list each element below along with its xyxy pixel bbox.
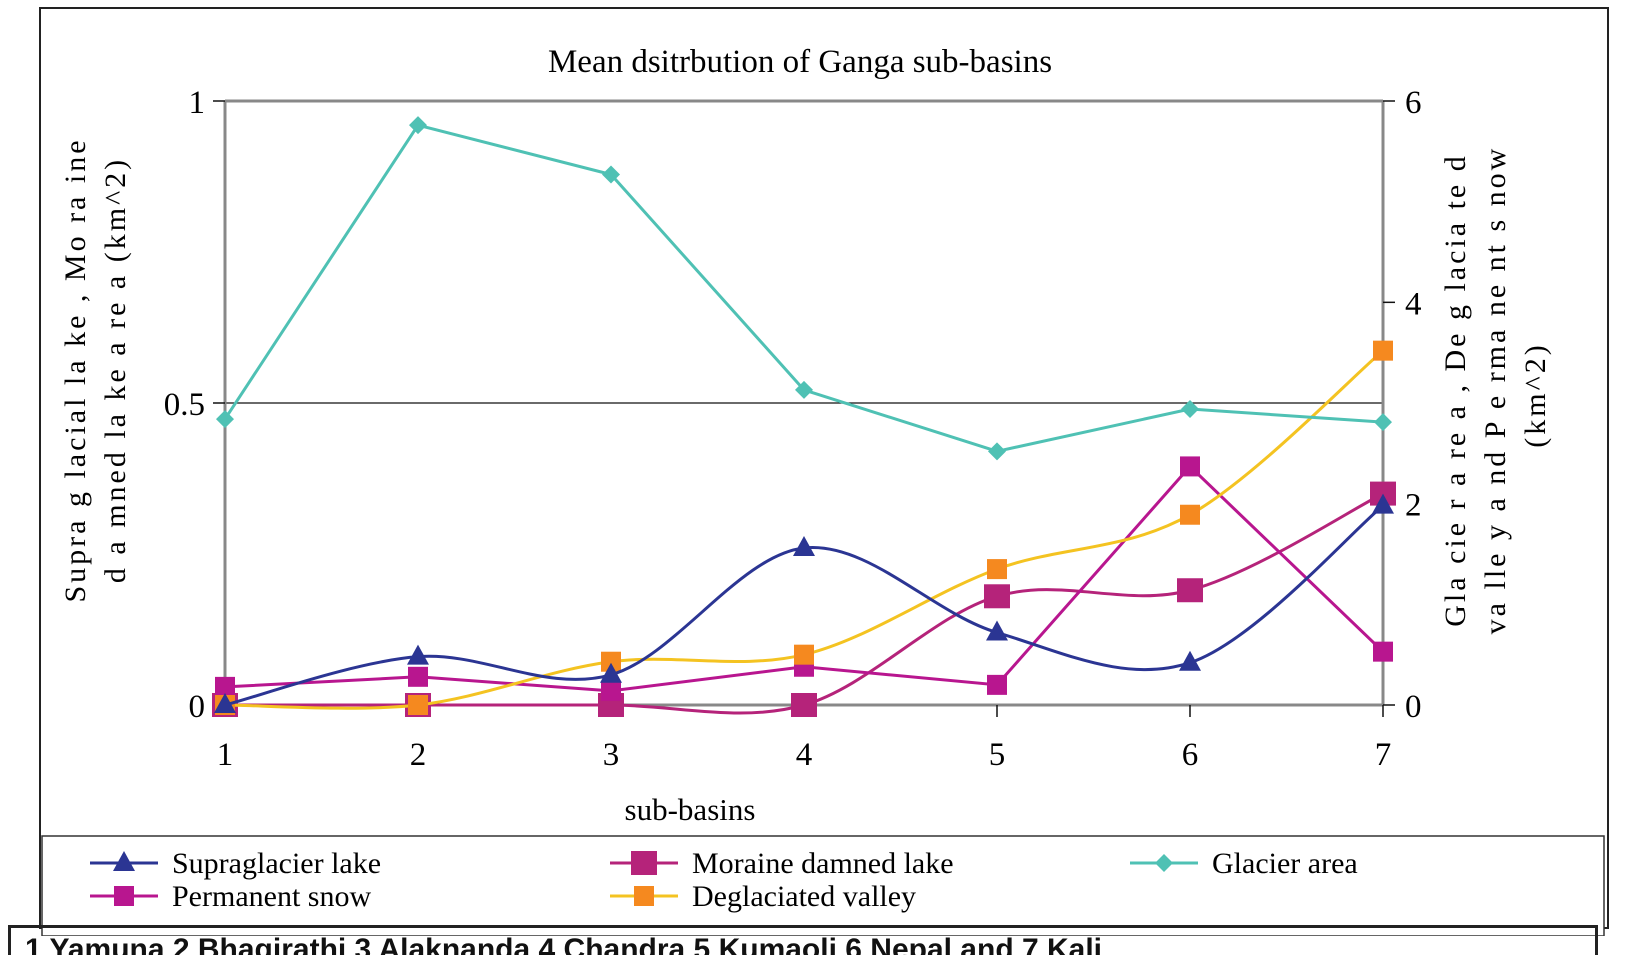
x-tick-label: 1 xyxy=(217,737,234,773)
data-point xyxy=(986,620,1008,641)
chart-frame xyxy=(39,7,1609,929)
legend-item: Supraglacier lake xyxy=(90,847,381,880)
legend-label: Permanent snow xyxy=(172,880,371,913)
legend-box xyxy=(41,835,1605,936)
y-axis-label-right: Gla cie r a re a , De g lacia te d va lle… xyxy=(1439,146,1552,635)
data-point xyxy=(794,644,814,665)
y-tick-label-left: 0.5 xyxy=(164,387,205,423)
data-point xyxy=(216,410,234,429)
x-axis: 1 2 3 4 5 6 7 xyxy=(217,705,1392,773)
y-tick-label-right: 0 xyxy=(1405,689,1422,725)
legend-item: Deglaciated valley xyxy=(610,880,916,913)
legend: Supraglacier lake Moraine damned lake Glac… xyxy=(90,847,1358,913)
data-point xyxy=(1179,650,1201,671)
x-tick-label: 3 xyxy=(603,737,620,773)
data-point xyxy=(1181,400,1199,419)
y-tick-label-right: 6 xyxy=(1405,85,1422,121)
y-axis-label-right-line: Gla cie r a re a , De g lacia te d xyxy=(1439,153,1472,626)
data-point xyxy=(600,662,622,683)
legend-label: Glacier area xyxy=(1212,847,1358,880)
data-point xyxy=(1374,413,1392,432)
data-point xyxy=(601,651,621,672)
data-point xyxy=(602,165,620,184)
y-tick-label-right: 4 xyxy=(1405,286,1422,322)
data-point xyxy=(408,695,428,715)
data-point xyxy=(1373,641,1393,662)
legend-marker xyxy=(113,851,135,871)
y-axis-label-left-line: d a mned la ke a re a (km^2) xyxy=(99,157,132,583)
x-tick-label: 6 xyxy=(1182,737,1199,773)
caption-text: 1 Yamuna 2 Bhagirathi 3 Alaknanda 4 Chan… xyxy=(25,933,1103,955)
series-supraglacier-lake xyxy=(214,493,1394,713)
y-axis-label-right-line: (km^2) xyxy=(1519,342,1552,447)
data-point xyxy=(408,666,428,687)
y-axis-label-left-line: Supra g lacial la ke , Mo ra ine xyxy=(59,137,92,602)
series-group xyxy=(212,116,1396,717)
legend-item: Moraine damned lake xyxy=(610,847,954,880)
y-axis-label-left: Supra g lacial la ke , Mo ra ine d a mned… xyxy=(59,137,132,602)
data-point xyxy=(793,535,815,556)
data-point xyxy=(987,674,1007,695)
caption-box: 1 Yamuna 2 Bhagirathi 3 Alaknanda 4 Chan… xyxy=(8,925,1598,955)
legend-item: Glacier area xyxy=(1130,847,1358,880)
data-point xyxy=(214,693,236,713)
data-point xyxy=(791,693,817,717)
legend-marker xyxy=(1155,854,1173,872)
x-tick-label: 4 xyxy=(796,737,813,773)
y-axis-label-right-line: va lle y a nd P e rma ne nt s now xyxy=(1479,146,1512,635)
legend-item: Permanent snow xyxy=(90,880,371,913)
y-tick-label-left: 1 xyxy=(189,85,206,121)
legend-label: Moraine damned lake xyxy=(692,847,954,880)
data-point xyxy=(988,442,1006,461)
y-axis-right: 0 2 4 6 xyxy=(1383,85,1422,725)
data-point xyxy=(409,116,427,135)
legend-label: Deglaciated valley xyxy=(692,880,916,913)
x-tick-label: 2 xyxy=(410,737,427,773)
y-tick-label-left: 0 xyxy=(189,689,206,725)
data-point xyxy=(984,584,1010,609)
legend-marker xyxy=(114,886,134,906)
data-point xyxy=(1180,456,1200,477)
x-axis-label: sub-basins xyxy=(625,792,756,827)
data-point xyxy=(987,559,1007,580)
legend-marker xyxy=(634,886,654,906)
data-point xyxy=(1373,340,1393,361)
data-point xyxy=(407,644,429,665)
series-deglaciated-valley xyxy=(215,340,1393,715)
legend-marker xyxy=(631,851,657,875)
series-glacier-area xyxy=(216,116,1392,461)
data-point xyxy=(795,380,813,399)
x-tick-label: 5 xyxy=(989,737,1006,773)
data-point xyxy=(1372,493,1394,514)
data-point xyxy=(1177,578,1203,603)
data-point xyxy=(1180,504,1200,525)
data-point xyxy=(215,676,235,697)
x-tick-label: 7 xyxy=(1375,737,1392,773)
data-point xyxy=(601,680,621,701)
legend-label: Supraglacier lake xyxy=(172,847,381,880)
chart-title: Mean dsitrbution of Ganga sub-basins xyxy=(548,44,1052,80)
y-tick-label-right: 2 xyxy=(1405,488,1422,524)
